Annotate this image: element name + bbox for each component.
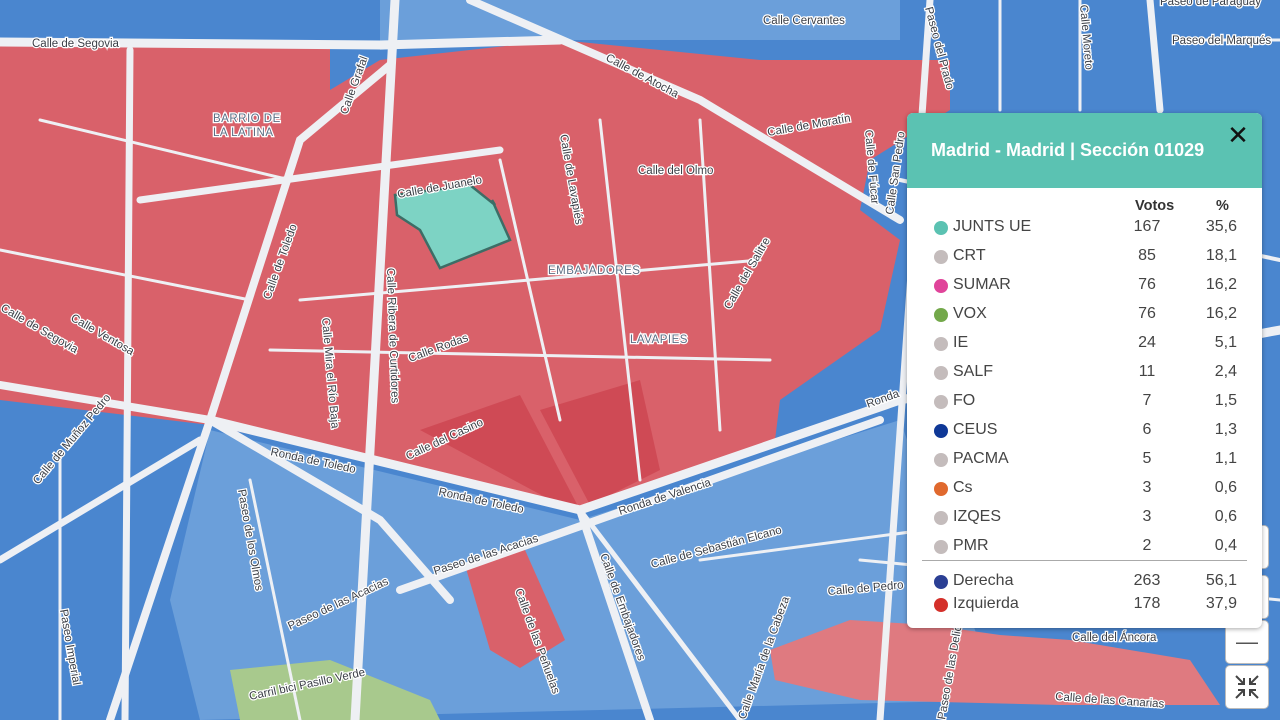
party-row: IZQES 3 0,6 — [907, 506, 1262, 530]
party-color-dot — [934, 424, 948, 438]
party-color-dot — [934, 250, 948, 264]
party-percent: 0,4 — [1214, 537, 1237, 554]
section-results-popup: Madrid - Madrid | Sección 01029 ✕ Votos … — [907, 113, 1262, 628]
party-row: SUMAR 76 16,2 — [907, 274, 1262, 298]
party-percent: 16,2 — [1205, 276, 1237, 293]
party-color-dot — [934, 221, 948, 235]
party-votes: 85 — [1138, 247, 1156, 264]
party-color-dot — [934, 540, 948, 554]
party-color-dot — [934, 453, 948, 467]
party-votes: 3 — [1142, 508, 1152, 525]
party-color-dot — [934, 598, 948, 612]
party-name: IE — [953, 334, 969, 351]
party-row: CRT 85 18,1 — [907, 245, 1262, 269]
party-votes: 7 — [1142, 392, 1152, 409]
collapse-button[interactable] — [1225, 665, 1269, 709]
red-zone-dark-2 — [540, 380, 660, 505]
party-name: CRT — [953, 247, 986, 264]
party-votes: 24 — [1138, 334, 1156, 351]
party-name: PACMA — [953, 450, 1009, 467]
popup-header: Madrid - Madrid | Sección 01029 ✕ — [907, 113, 1262, 188]
party-votes: 167 — [1133, 218, 1161, 235]
party-percent: 37,9 — [1205, 595, 1237, 612]
bloc-total-row: Izquierda 178 37,9 — [907, 593, 1262, 617]
party-row: FO 7 1,5 — [907, 390, 1262, 414]
party-name: JUNTS UE — [953, 218, 1032, 235]
street-label: Calle Ribera de Curtidores — [384, 268, 401, 404]
party-row: IE 24 5,1 — [907, 332, 1262, 356]
area-label: BARRIO DE — [213, 113, 281, 125]
party-name: SUMAR — [953, 276, 1011, 293]
party-name: Izquierda — [953, 595, 1019, 612]
party-name: VOX — [953, 305, 987, 322]
party-color-dot — [934, 279, 948, 293]
party-percent: 16,2 — [1205, 305, 1237, 322]
party-row: PMR 2 0,4 — [907, 535, 1262, 559]
party-percent: 0,6 — [1214, 479, 1237, 496]
party-percent: 1,1 — [1214, 450, 1237, 467]
party-color-dot — [934, 511, 948, 525]
party-row: Cs 3 0,6 — [907, 477, 1262, 501]
party-votes: 76 — [1138, 305, 1156, 322]
area-label: LAVAPIES — [630, 334, 688, 346]
street-label: Paseo del Marqués — [1172, 35, 1271, 47]
party-percent: 5,1 — [1214, 334, 1237, 351]
party-votes: 263 — [1133, 572, 1161, 589]
party-row: SALF 11 2,4 — [907, 361, 1262, 385]
party-votes: 178 — [1133, 595, 1161, 612]
party-name: CEUS — [953, 421, 998, 438]
party-color-dot — [934, 337, 948, 351]
street-label: Calle del Áncora — [1072, 631, 1157, 644]
bloc-total-row: Derecha 263 56,1 — [907, 570, 1262, 594]
popup-title: Madrid - Madrid | Sección 01029 — [931, 140, 1205, 160]
area-labels: BARRIO DE LA LATINA EMBAJADORES LAVAPIES — [212, 112, 689, 348]
red-zone-main — [0, 40, 950, 510]
selected-section[interactable] — [393, 183, 512, 270]
party-percent: 1,5 — [1214, 392, 1237, 409]
party-votes: 5 — [1142, 450, 1152, 467]
street-label: Calle del Olmo — [638, 165, 713, 177]
percent-column-header: % — [1216, 198, 1229, 214]
party-name: Derecha — [953, 572, 1014, 589]
party-name: FO — [953, 392, 976, 409]
party-color-dot — [934, 575, 948, 589]
party-percent: 1,3 — [1214, 421, 1237, 438]
red-zone-south — [465, 550, 565, 668]
collapse-icon — [1235, 675, 1259, 699]
party-percent: 56,1 — [1205, 572, 1237, 589]
red-zone-dark — [420, 395, 580, 510]
party-row: CEUS 6 1,3 — [907, 419, 1262, 443]
area-label: LA LATINA — [213, 127, 274, 139]
party-votes: 11 — [1138, 363, 1156, 380]
party-votes: 6 — [1142, 421, 1152, 438]
close-icon[interactable]: ✕ — [1227, 120, 1249, 150]
party-percent: 35,6 — [1205, 218, 1237, 235]
street-label: Calle Cervantes — [763, 15, 845, 27]
party-name: PMR — [953, 537, 989, 554]
party-row: JUNTS UE 167 35,6 — [907, 216, 1262, 240]
party-color-dot — [934, 482, 948, 496]
minus-icon: — — [1236, 629, 1258, 654]
party-votes: 76 — [1138, 276, 1156, 293]
green-park — [230, 660, 440, 720]
party-percent: 0,6 — [1214, 508, 1237, 525]
divider — [922, 560, 1247, 561]
area-label: EMBAJADORES — [548, 265, 640, 277]
party-row: VOX 76 16,2 — [907, 303, 1262, 327]
party-votes: 2 — [1142, 537, 1152, 554]
street-label: Paseo de Paraguay — [1160, 0, 1261, 8]
party-percent: 2,4 — [1214, 363, 1237, 380]
party-name: SALF — [953, 363, 994, 380]
street-label: Calle de Segovia — [32, 38, 120, 50]
party-color-dot — [934, 308, 948, 322]
votes-column-header: Votos — [1135, 198, 1175, 214]
party-name: Cs — [953, 479, 973, 496]
party-row: PACMA 5 1,1 — [907, 448, 1262, 472]
party-percent: 18,1 — [1205, 247, 1237, 264]
party-name: IZQES — [953, 508, 1002, 525]
party-votes: 3 — [1142, 479, 1152, 496]
party-color-dot — [934, 366, 948, 380]
party-color-dot — [934, 395, 948, 409]
